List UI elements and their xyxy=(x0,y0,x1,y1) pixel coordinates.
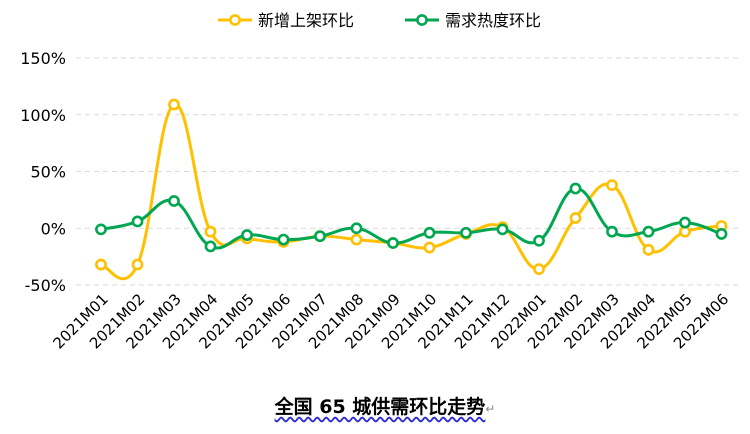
chart-title: 全国 65 城供需环比走势↵ xyxy=(274,396,496,418)
data-point-series-1 xyxy=(350,233,363,246)
y-tick-label: 0% xyxy=(41,219,66,238)
legend: 新增上架环比 需求热度环比 xyxy=(218,11,541,30)
data-point-series-1 xyxy=(569,212,582,224)
legend-swatch-marker xyxy=(229,14,241,26)
data-point-series-1 xyxy=(131,258,144,271)
data-point-series-2 xyxy=(95,223,107,236)
data-point-series-1 xyxy=(204,225,217,238)
data-point-series-2 xyxy=(277,233,290,246)
legend-label: 新增上架环比 xyxy=(258,11,354,30)
series-line-1 xyxy=(100,103,722,281)
data-point-series-2 xyxy=(642,225,655,238)
series-group xyxy=(95,98,728,281)
data-point-series-1 xyxy=(642,243,655,256)
y-tick-label: 50% xyxy=(30,163,66,182)
data-point-series-1 xyxy=(606,179,618,192)
data-point-series-2 xyxy=(423,226,436,239)
data-point-series-1 xyxy=(168,98,180,111)
legend-swatch-marker xyxy=(416,14,428,26)
data-point-series-2 xyxy=(606,225,618,238)
data-point-series-2 xyxy=(314,230,326,243)
return-mark-icon: ↵ xyxy=(485,402,496,416)
data-point-series-2 xyxy=(460,226,472,239)
data-point-series-1 xyxy=(533,263,545,276)
series-line-2 xyxy=(100,187,722,250)
data-point-series-2 xyxy=(168,195,180,207)
y-axis-ticks: 150% 100% 50% 0% -50% xyxy=(20,49,66,295)
gridlines xyxy=(76,57,738,286)
legend-label: 需求热度环比 xyxy=(445,11,541,30)
data-point-series-2 xyxy=(204,240,217,253)
x-axis-ticks: 2021M012021M022021M032021M042021M052021M… xyxy=(49,290,732,352)
data-point-series-1 xyxy=(95,258,107,271)
data-point-series-2 xyxy=(533,234,545,247)
data-point-series-2 xyxy=(679,216,691,229)
y-tick-label: -50% xyxy=(25,276,66,295)
data-point-series-2 xyxy=(350,222,363,235)
y-tick-label: 150% xyxy=(20,49,66,68)
data-point-series-1 xyxy=(423,241,436,254)
data-point-series-2 xyxy=(387,237,399,249)
data-point-series-2 xyxy=(715,228,728,240)
data-point-series-2 xyxy=(496,223,509,236)
data-point-series-2 xyxy=(241,229,253,241)
data-point-series-2 xyxy=(131,215,144,228)
data-point-series-2 xyxy=(569,182,582,195)
y-tick-label: 100% xyxy=(20,106,66,125)
